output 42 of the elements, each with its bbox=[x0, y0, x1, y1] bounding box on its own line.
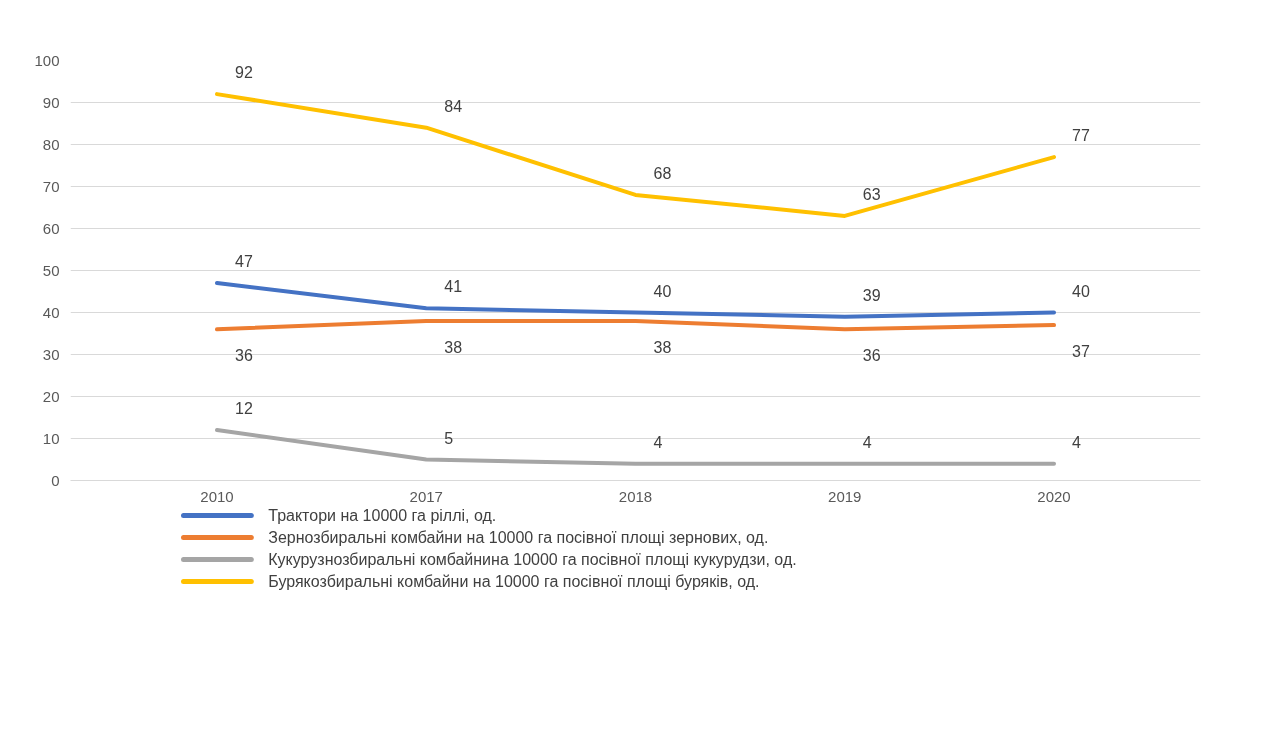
y-tick-label: 80 bbox=[42, 135, 60, 153]
y-tick-label: 40 bbox=[42, 303, 60, 321]
line-series bbox=[214, 281, 1057, 319]
data-label: 36 bbox=[234, 347, 253, 365]
data-label: 12 bbox=[234, 400, 253, 418]
data-label: 92 bbox=[234, 64, 253, 82]
y-tick-label: 0 bbox=[51, 471, 60, 489]
y-tick-label: 10 bbox=[42, 429, 60, 447]
data-label: 68 bbox=[653, 164, 672, 182]
y-tick-label: 70 bbox=[42, 177, 60, 195]
x-tick-label: 2010 bbox=[200, 487, 234, 505]
x-tick-label: 2019 bbox=[828, 487, 862, 505]
data-label: 47 bbox=[234, 253, 253, 271]
legend-label: Кукурузнозбиральні комбайнина 10000 га посівної площі кукурудзи, од. bbox=[268, 551, 797, 568]
x-tick-label: 2020 bbox=[1037, 487, 1071, 505]
data-label: 39 bbox=[862, 286, 881, 304]
y-tick-label: 90 bbox=[42, 93, 60, 111]
legend-label: Трактори на 10000 га ріллі, од. bbox=[268, 507, 497, 524]
data-label: 41 bbox=[444, 278, 463, 296]
y-tick-label: 20 bbox=[42, 387, 60, 405]
data-label: 4 bbox=[653, 433, 663, 451]
line-series bbox=[214, 92, 1057, 218]
data-label: 38 bbox=[444, 338, 463, 356]
data-label: 77 bbox=[1072, 127, 1090, 145]
data-label: 37 bbox=[1072, 343, 1090, 361]
data-label: 84 bbox=[444, 97, 463, 115]
data-label: 4 bbox=[1072, 433, 1082, 451]
legend-label: Зернозбиральні комбайни на 10000 га посівної площі зернових, од. bbox=[268, 529, 769, 546]
data-label: 63 bbox=[862, 185, 881, 203]
data-label: 40 bbox=[653, 282, 672, 300]
y-tick-label: 60 bbox=[42, 219, 60, 237]
x-tick-label: 2018 bbox=[618, 487, 653, 505]
y-tick-label: 30 bbox=[42, 345, 60, 363]
data-label: 4 bbox=[862, 433, 872, 451]
legend-label: Бурякозбиральні комбайни на 10000 га посівної площі буряків, од. bbox=[268, 573, 760, 590]
data-label: 36 bbox=[862, 347, 881, 365]
data-label: 5 bbox=[444, 429, 454, 447]
data-label: 38 bbox=[653, 338, 672, 356]
y-tick-label: 50 bbox=[42, 261, 60, 279]
x-tick-label: 2017 bbox=[409, 487, 443, 505]
data-label: 40 bbox=[1072, 282, 1090, 300]
y-tick-label: 100 bbox=[34, 51, 60, 69]
